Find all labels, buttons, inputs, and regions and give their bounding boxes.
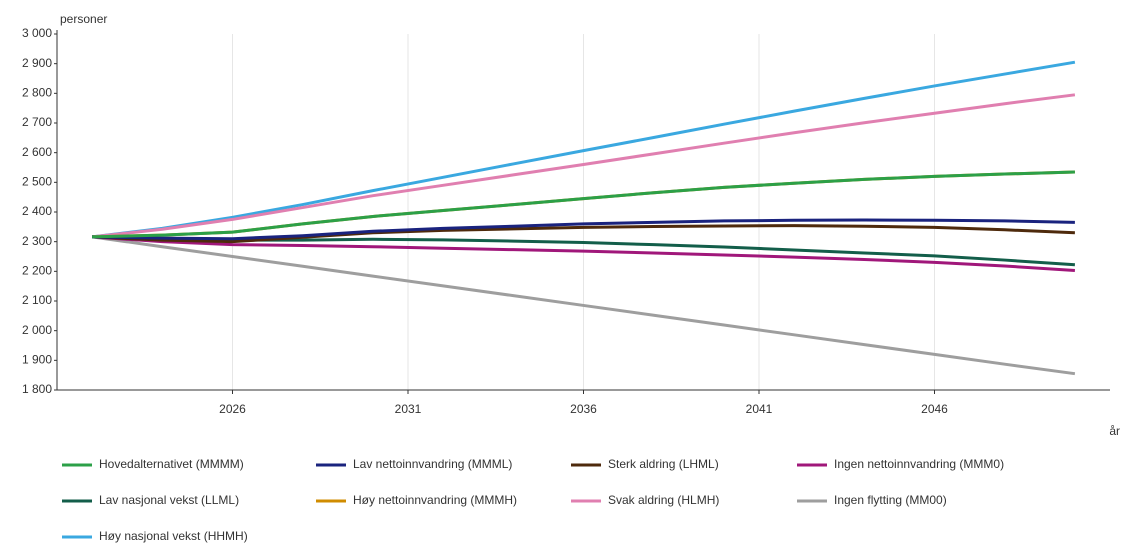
y-tick-label: 2 200 — [22, 264, 52, 278]
y-tick-label: 3 000 — [22, 26, 52, 40]
x-tick-label: 2041 — [746, 402, 773, 416]
y-tick-label: 2 800 — [22, 86, 52, 100]
series-line — [91, 93, 1076, 239]
series-line — [92, 170, 1075, 239]
series-line — [91, 235, 1076, 376]
x-tick-label: 2026 — [219, 402, 246, 416]
y-tick-label: 2 700 — [22, 115, 52, 129]
legend-label: Ingen nettoinnvandring (MMM0) — [834, 457, 1004, 471]
y-axis-label: personer — [60, 12, 107, 26]
legend-label: Svak aldring (HLMH) — [608, 493, 719, 507]
y-tick-label: 1 800 — [22, 382, 52, 396]
y-tick-label: 2 300 — [22, 234, 52, 248]
legend-label: Ingen flytting (MM00) — [834, 493, 947, 507]
x-tick-label: 2031 — [395, 402, 422, 416]
y-tick-label: 2 900 — [22, 56, 52, 70]
legend-label: Lav nasjonal vekst (LLML) — [99, 493, 239, 507]
legend-label: Hovedalternativet (MMMM) — [99, 457, 244, 471]
series-line — [91, 60, 1076, 239]
series-line — [91, 235, 1075, 272]
y-tick-label: 2 000 — [22, 323, 52, 337]
legend-label: Høy nettoinnvandring (MMMH) — [353, 493, 517, 507]
x-tick-label: 2046 — [921, 402, 948, 416]
y-tick-label: 2 100 — [22, 293, 52, 307]
legend-label: Lav nettoinnvandring (MMML) — [353, 457, 512, 471]
legend-label: Sterk aldring (LHML) — [608, 457, 719, 471]
x-tick-label: 2036 — [570, 402, 597, 416]
legend-label: Høy nasjonal vekst (HHMH) — [99, 529, 248, 543]
x-axis-label: år — [1109, 424, 1120, 438]
y-tick-label: 2 600 — [22, 145, 52, 159]
series-line — [92, 224, 1075, 244]
y-tick-label: 2 400 — [22, 204, 52, 218]
y-tick-label: 1 900 — [22, 353, 52, 367]
legend: Hovedalternativet (MMMM) Lav nettoinnvand… — [62, 457, 1004, 543]
series-line — [92, 218, 1075, 241]
y-tick-label: 2 500 — [22, 175, 52, 189]
